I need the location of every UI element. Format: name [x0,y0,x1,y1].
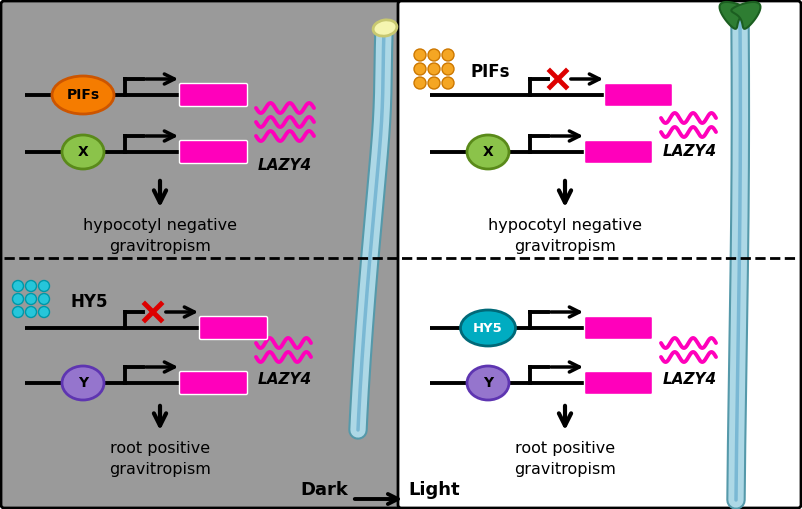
Text: hypocotyl negative
gravitropism: hypocotyl negative gravitropism [83,218,237,254]
FancyBboxPatch shape [180,83,248,106]
Circle shape [442,49,454,61]
Circle shape [26,280,37,292]
Text: LAZY4: LAZY4 [663,145,717,159]
Circle shape [414,49,426,61]
Polygon shape [731,2,760,29]
Text: HY5: HY5 [70,293,107,311]
Ellipse shape [460,310,516,346]
Circle shape [442,63,454,75]
Circle shape [414,63,426,75]
Text: Dark: Dark [300,481,348,499]
Text: PIFs: PIFs [470,63,509,81]
FancyBboxPatch shape [200,317,268,340]
Circle shape [38,280,50,292]
Ellipse shape [467,135,509,169]
Text: X: X [78,145,88,159]
Circle shape [414,77,426,89]
FancyBboxPatch shape [398,1,801,508]
FancyBboxPatch shape [1,1,400,508]
Circle shape [26,306,37,318]
FancyBboxPatch shape [585,372,653,394]
Circle shape [13,306,23,318]
Text: Y: Y [483,376,493,390]
Circle shape [428,63,440,75]
Text: Light: Light [408,481,460,499]
Text: root positive
gravitropism: root positive gravitropism [514,441,616,477]
Ellipse shape [62,366,104,400]
Text: LAZY4: LAZY4 [258,157,312,173]
Text: LAZY4: LAZY4 [663,373,717,387]
Circle shape [442,77,454,89]
Ellipse shape [52,76,114,114]
Ellipse shape [467,366,509,400]
FancyBboxPatch shape [180,372,248,394]
Circle shape [13,294,23,304]
FancyBboxPatch shape [180,140,248,163]
Circle shape [13,280,23,292]
Circle shape [38,294,50,304]
Text: PIFs: PIFs [67,88,99,102]
Text: hypocotyl negative
gravitropism: hypocotyl negative gravitropism [488,218,642,254]
Text: root positive
gravitropism: root positive gravitropism [109,441,211,477]
Circle shape [26,294,37,304]
Circle shape [428,77,440,89]
Ellipse shape [62,135,104,169]
Text: HY5: HY5 [473,322,503,334]
Text: Y: Y [78,376,88,390]
Ellipse shape [373,20,397,36]
FancyBboxPatch shape [605,83,673,106]
Circle shape [428,49,440,61]
Text: LAZY4: LAZY4 [258,373,312,387]
Polygon shape [719,2,749,29]
Circle shape [38,306,50,318]
Text: X: X [483,145,493,159]
FancyBboxPatch shape [585,140,653,163]
FancyBboxPatch shape [585,317,653,340]
